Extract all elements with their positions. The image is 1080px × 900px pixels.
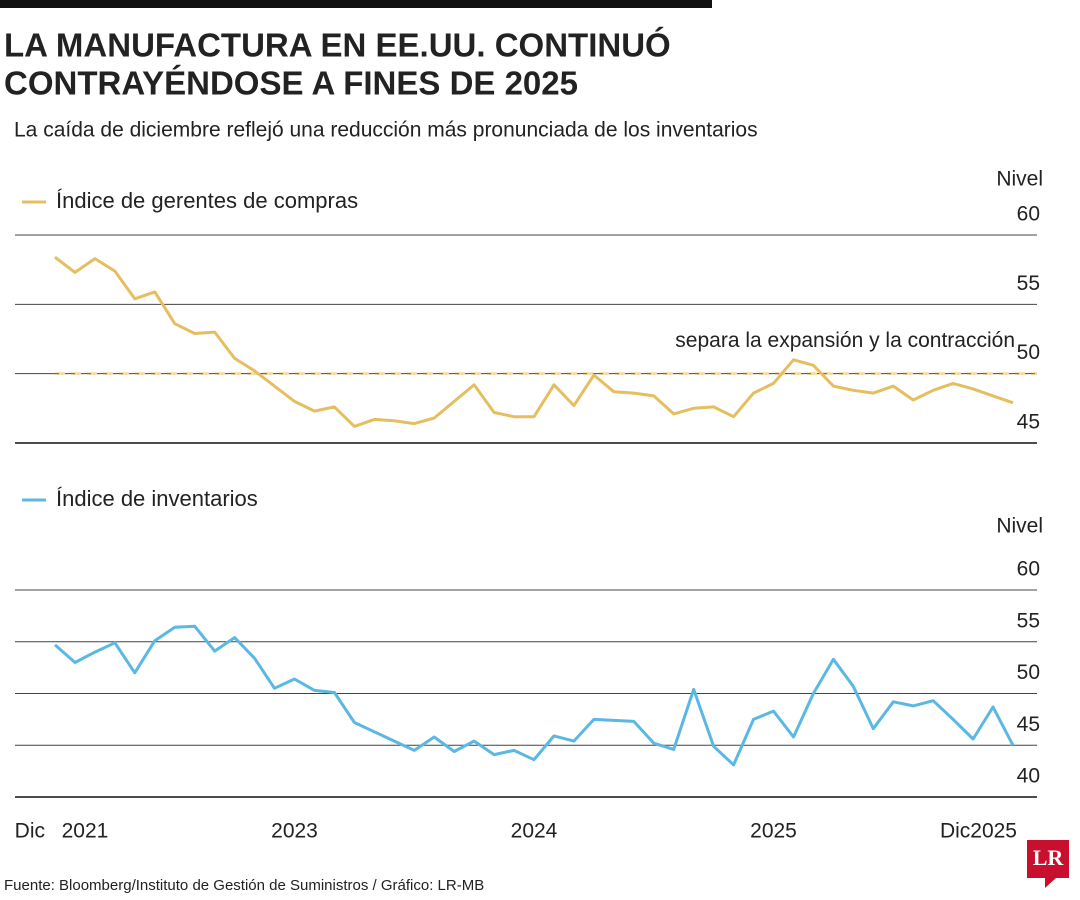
logo-box [1027,840,1069,878]
annotation: separa la expansión y la contracción [675,329,1015,352]
y-tick-label: 60 [1017,558,1040,581]
logo: LR [1027,840,1069,888]
top-bar [0,0,712,8]
x-tick-label: 2021 [62,820,109,843]
logo-text: LR [1033,845,1065,870]
subtitle: La caída de diciembre reflejó una reducc… [14,119,758,142]
y-tick-label: 55 [1017,609,1040,632]
source: Fuente: Bloomberg/Instituto de Gestión d… [4,877,484,894]
title-line: LA MANUFACTURA EN EE.UU. CONTINUÓ [4,27,671,64]
y-tick-label: 50 [1017,661,1040,684]
legend-label: Índice de inventarios [56,486,258,511]
y-tick-label: 60 [1017,203,1040,226]
x-tick-label: 2025 [750,820,797,843]
legend-label: Índice de gerentes de compras [56,188,358,213]
data-line [54,256,1014,428]
y-axis-label: Nivel [996,515,1043,538]
data-line [54,624,1015,767]
y-axis-label: Nivel [996,168,1043,191]
title-line: CONTRAYÉNDOSE A FINES DE 2025 [4,65,578,102]
y-tick-label: 45 [1017,713,1040,736]
x-tick-label: 2024 [511,820,558,843]
y-tick-label: 45 [1017,411,1040,434]
x-tick-label: 2023 [271,820,318,843]
x-tick-label: Dic2025 [940,820,1017,843]
logo-tail [1045,878,1056,888]
y-tick-label: 50 [1017,341,1040,364]
x-tick-label: Dic [15,820,45,843]
y-tick-label: 40 [1017,765,1040,788]
y-tick-label: 55 [1017,272,1040,295]
